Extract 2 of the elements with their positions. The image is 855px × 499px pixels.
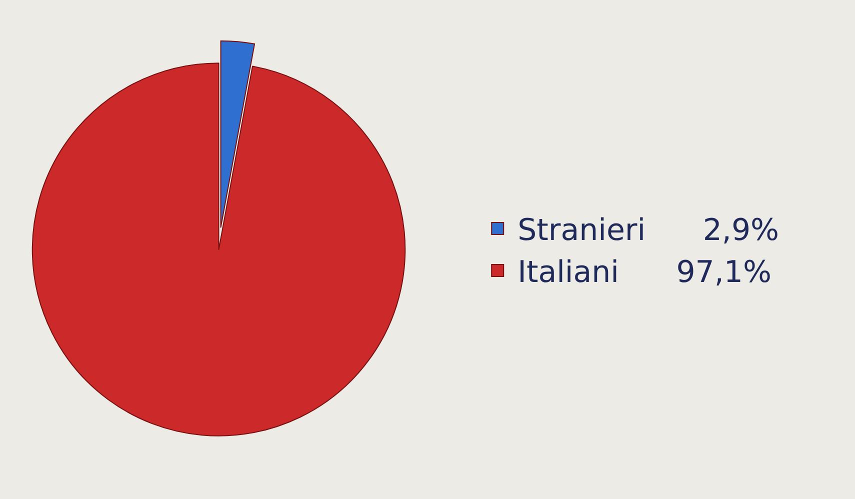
legend-label: Stranieri 2,9% (518, 213, 780, 248)
legend-label: Italiani 97,1% (518, 255, 772, 290)
